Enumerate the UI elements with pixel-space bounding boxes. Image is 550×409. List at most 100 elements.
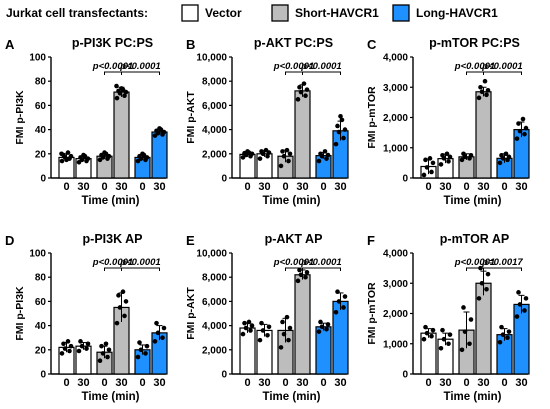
- data-point: [484, 92, 489, 98]
- legend-label-short: Short-HAVCR1: [295, 6, 379, 20]
- data-point: [441, 336, 447, 342]
- x-tick-label: 30: [77, 377, 89, 389]
- data-point: [516, 121, 521, 126]
- x-axis-label: Time (min): [444, 195, 502, 207]
- data-point: [516, 290, 521, 295]
- bar: [256, 329, 273, 375]
- data-point: [281, 331, 287, 337]
- significance-bracket: [302, 267, 341, 271]
- data-point: [427, 156, 433, 161]
- x-tick-label: 30: [153, 181, 165, 193]
- x-tick-label: 30: [77, 181, 89, 193]
- y-axis-label: FMI p-AKT: [185, 287, 197, 340]
- data-point: [514, 136, 520, 141]
- data-point: [114, 320, 120, 326]
- y-tick-label: 2,000: [383, 309, 408, 320]
- data-point: [336, 129, 342, 135]
- data-point: [154, 320, 159, 326]
- x-tick-label: 0: [501, 377, 507, 389]
- data-point: [84, 346, 89, 351]
- data-point: [303, 274, 308, 280]
- x-tick-label: 0: [244, 377, 250, 389]
- significance-label: p<0.0001: [92, 61, 133, 72]
- data-point: [497, 160, 503, 166]
- data-point: [123, 299, 129, 304]
- x-tick-label: 30: [515, 181, 527, 193]
- data-point: [506, 329, 512, 334]
- x-tick-label: 30: [477, 377, 489, 389]
- data-point: [467, 341, 472, 347]
- panel-title: p-AKT PC:PS: [254, 36, 333, 50]
- significance-bracket: [483, 71, 522, 75]
- data-point: [59, 151, 64, 157]
- data-point: [476, 95, 482, 101]
- panel-letter: F: [367, 233, 375, 248]
- data-point: [522, 308, 527, 313]
- data-point: [106, 347, 112, 353]
- data-point: [485, 87, 491, 93]
- significance-bracket: [121, 71, 160, 75]
- panel-title: p-mTOR PC:PS: [429, 36, 520, 50]
- data-point: [281, 153, 287, 159]
- bar: [151, 131, 168, 179]
- data-point: [514, 314, 520, 319]
- data-point: [438, 345, 444, 351]
- data-point: [421, 336, 427, 342]
- data-point: [423, 324, 428, 330]
- data-point: [140, 151, 145, 157]
- y-tick-label: 0: [221, 370, 227, 381]
- data-point: [297, 267, 302, 273]
- y-tick-label: 10,000: [196, 249, 227, 260]
- data-point: [523, 125, 529, 131]
- x-tick-label: 30: [296, 181, 308, 193]
- data-point: [500, 332, 506, 337]
- data-point: [438, 162, 444, 167]
- data-point: [85, 341, 91, 347]
- x-tick-label: 0: [244, 181, 250, 193]
- x-tick-label: 0: [501, 181, 507, 193]
- bar: [294, 90, 311, 179]
- y-tick-label: 0: [221, 174, 227, 185]
- data-point: [461, 305, 466, 310]
- data-point: [440, 327, 445, 333]
- data-point: [447, 154, 453, 160]
- y-axis-label: FMI p-mTOR: [366, 86, 378, 149]
- x-tick-label: 0: [463, 181, 469, 193]
- data-point: [295, 97, 301, 102]
- y-tick-label: 0: [402, 370, 408, 381]
- data-point: [303, 93, 308, 99]
- data-point: [259, 149, 264, 154]
- data-point: [485, 271, 491, 277]
- significance-bracket: [466, 71, 484, 75]
- y-tick-label: 1,000: [383, 143, 408, 154]
- data-point: [506, 154, 512, 160]
- y-tick-label: 40: [35, 125, 47, 136]
- significance-label: p<0.0001: [273, 61, 314, 72]
- data-point: [339, 117, 345, 123]
- x-tick-label: 30: [439, 181, 451, 193]
- x-axis-label: Time (min): [444, 391, 502, 403]
- data-point: [135, 354, 141, 360]
- significance-label: p<0.0001: [454, 61, 495, 72]
- data-point: [424, 330, 430, 336]
- x-tick-label: 30: [115, 181, 127, 193]
- x-axis-label: Time (min): [263, 391, 321, 403]
- y-tick-label: 4,000: [383, 53, 408, 64]
- data-point: [523, 296, 529, 301]
- x-tick-label: 30: [115, 377, 127, 389]
- significance-bracket: [483, 267, 522, 271]
- legend: Jurkat cell transfectants: Vector Short-…: [6, 4, 498, 22]
- data-point: [157, 126, 162, 131]
- x-tick-label: 0: [320, 377, 326, 389]
- x-tick-label: 0: [101, 377, 107, 389]
- y-tick-label: 1,000: [383, 339, 408, 350]
- data-point: [341, 305, 346, 310]
- data-point: [278, 163, 284, 169]
- y-tick-label: 100: [29, 249, 46, 260]
- data-point: [304, 87, 310, 92]
